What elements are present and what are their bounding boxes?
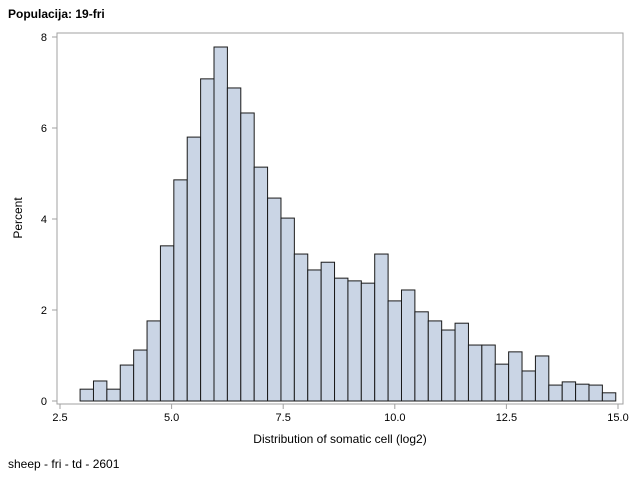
histogram-bar bbox=[186, 136, 202, 402]
histogram-bar bbox=[267, 197, 282, 402]
x-tick-label: 12.5 bbox=[496, 412, 517, 424]
histogram-bar bbox=[508, 351, 523, 402]
histogram-bar bbox=[253, 166, 269, 402]
histogram-bar bbox=[414, 311, 429, 402]
histogram-bar bbox=[320, 261, 336, 402]
histogram-bar bbox=[159, 245, 175, 402]
histogram-bar bbox=[293, 253, 309, 402]
histogram-bar bbox=[588, 384, 603, 402]
histogram-bar bbox=[173, 179, 188, 402]
y-tick-label: 2 bbox=[41, 305, 47, 317]
y-tick-label: 0 bbox=[41, 396, 47, 408]
x-axis-label: Distribution of somatic cell (log2) bbox=[253, 432, 426, 446]
histogram-bar bbox=[561, 381, 577, 402]
histogram-bar bbox=[494, 363, 510, 402]
histogram-bar bbox=[280, 217, 295, 402]
y-tick-label: 8 bbox=[41, 32, 47, 44]
histogram-bar bbox=[106, 388, 121, 402]
x-tick-label: 15.0 bbox=[607, 412, 628, 424]
histogram-bar bbox=[534, 355, 550, 402]
histogram-bar bbox=[92, 380, 108, 402]
histogram-bar bbox=[213, 46, 228, 402]
x-axis: 2.5 5.0 7.5 10.0 12.5 15.0 bbox=[52, 404, 629, 424]
histogram-bar bbox=[133, 349, 148, 402]
histogram-bar bbox=[427, 320, 443, 402]
histogram-bar bbox=[400, 289, 416, 402]
x-tick-label: 2.5 bbox=[52, 412, 67, 424]
histogram-bar bbox=[79, 388, 94, 402]
histogram-bar bbox=[334, 277, 349, 402]
histogram-bar bbox=[200, 78, 215, 402]
histogram-bar bbox=[548, 384, 563, 402]
histogram-bar bbox=[387, 300, 402, 402]
footnote: sheep - fri - td - 2601 bbox=[8, 457, 120, 471]
histogram-bar bbox=[146, 320, 161, 402]
y-axis: 0 2 4 6 8 bbox=[41, 32, 57, 408]
histogram-bar bbox=[374, 253, 389, 402]
x-tick-label: 7.5 bbox=[276, 412, 291, 424]
x-tick-label: 5.0 bbox=[164, 412, 179, 424]
histogram-bar bbox=[601, 392, 617, 402]
x-tick-label: 10.0 bbox=[384, 412, 405, 424]
histogram-bar bbox=[481, 344, 496, 402]
histogram-bar bbox=[441, 329, 456, 402]
chart-title: Populacija: 19-fri bbox=[8, 7, 105, 21]
histogram-bar bbox=[521, 370, 536, 402]
histogram-bar bbox=[307, 269, 322, 402]
histogram-bar bbox=[467, 344, 483, 402]
y-tick-label: 4 bbox=[41, 214, 47, 226]
histogram-bar bbox=[240, 112, 255, 402]
histogram-bar bbox=[360, 282, 376, 402]
bars-group bbox=[79, 46, 617, 402]
histogram-bar bbox=[226, 87, 242, 402]
y-axis-label: Percent bbox=[11, 197, 25, 239]
histogram-bar bbox=[347, 280, 362, 402]
histogram-bar bbox=[119, 364, 135, 402]
histogram-bar bbox=[575, 383, 590, 402]
histogram-bar bbox=[454, 322, 469, 402]
y-tick-label: 6 bbox=[41, 123, 47, 135]
